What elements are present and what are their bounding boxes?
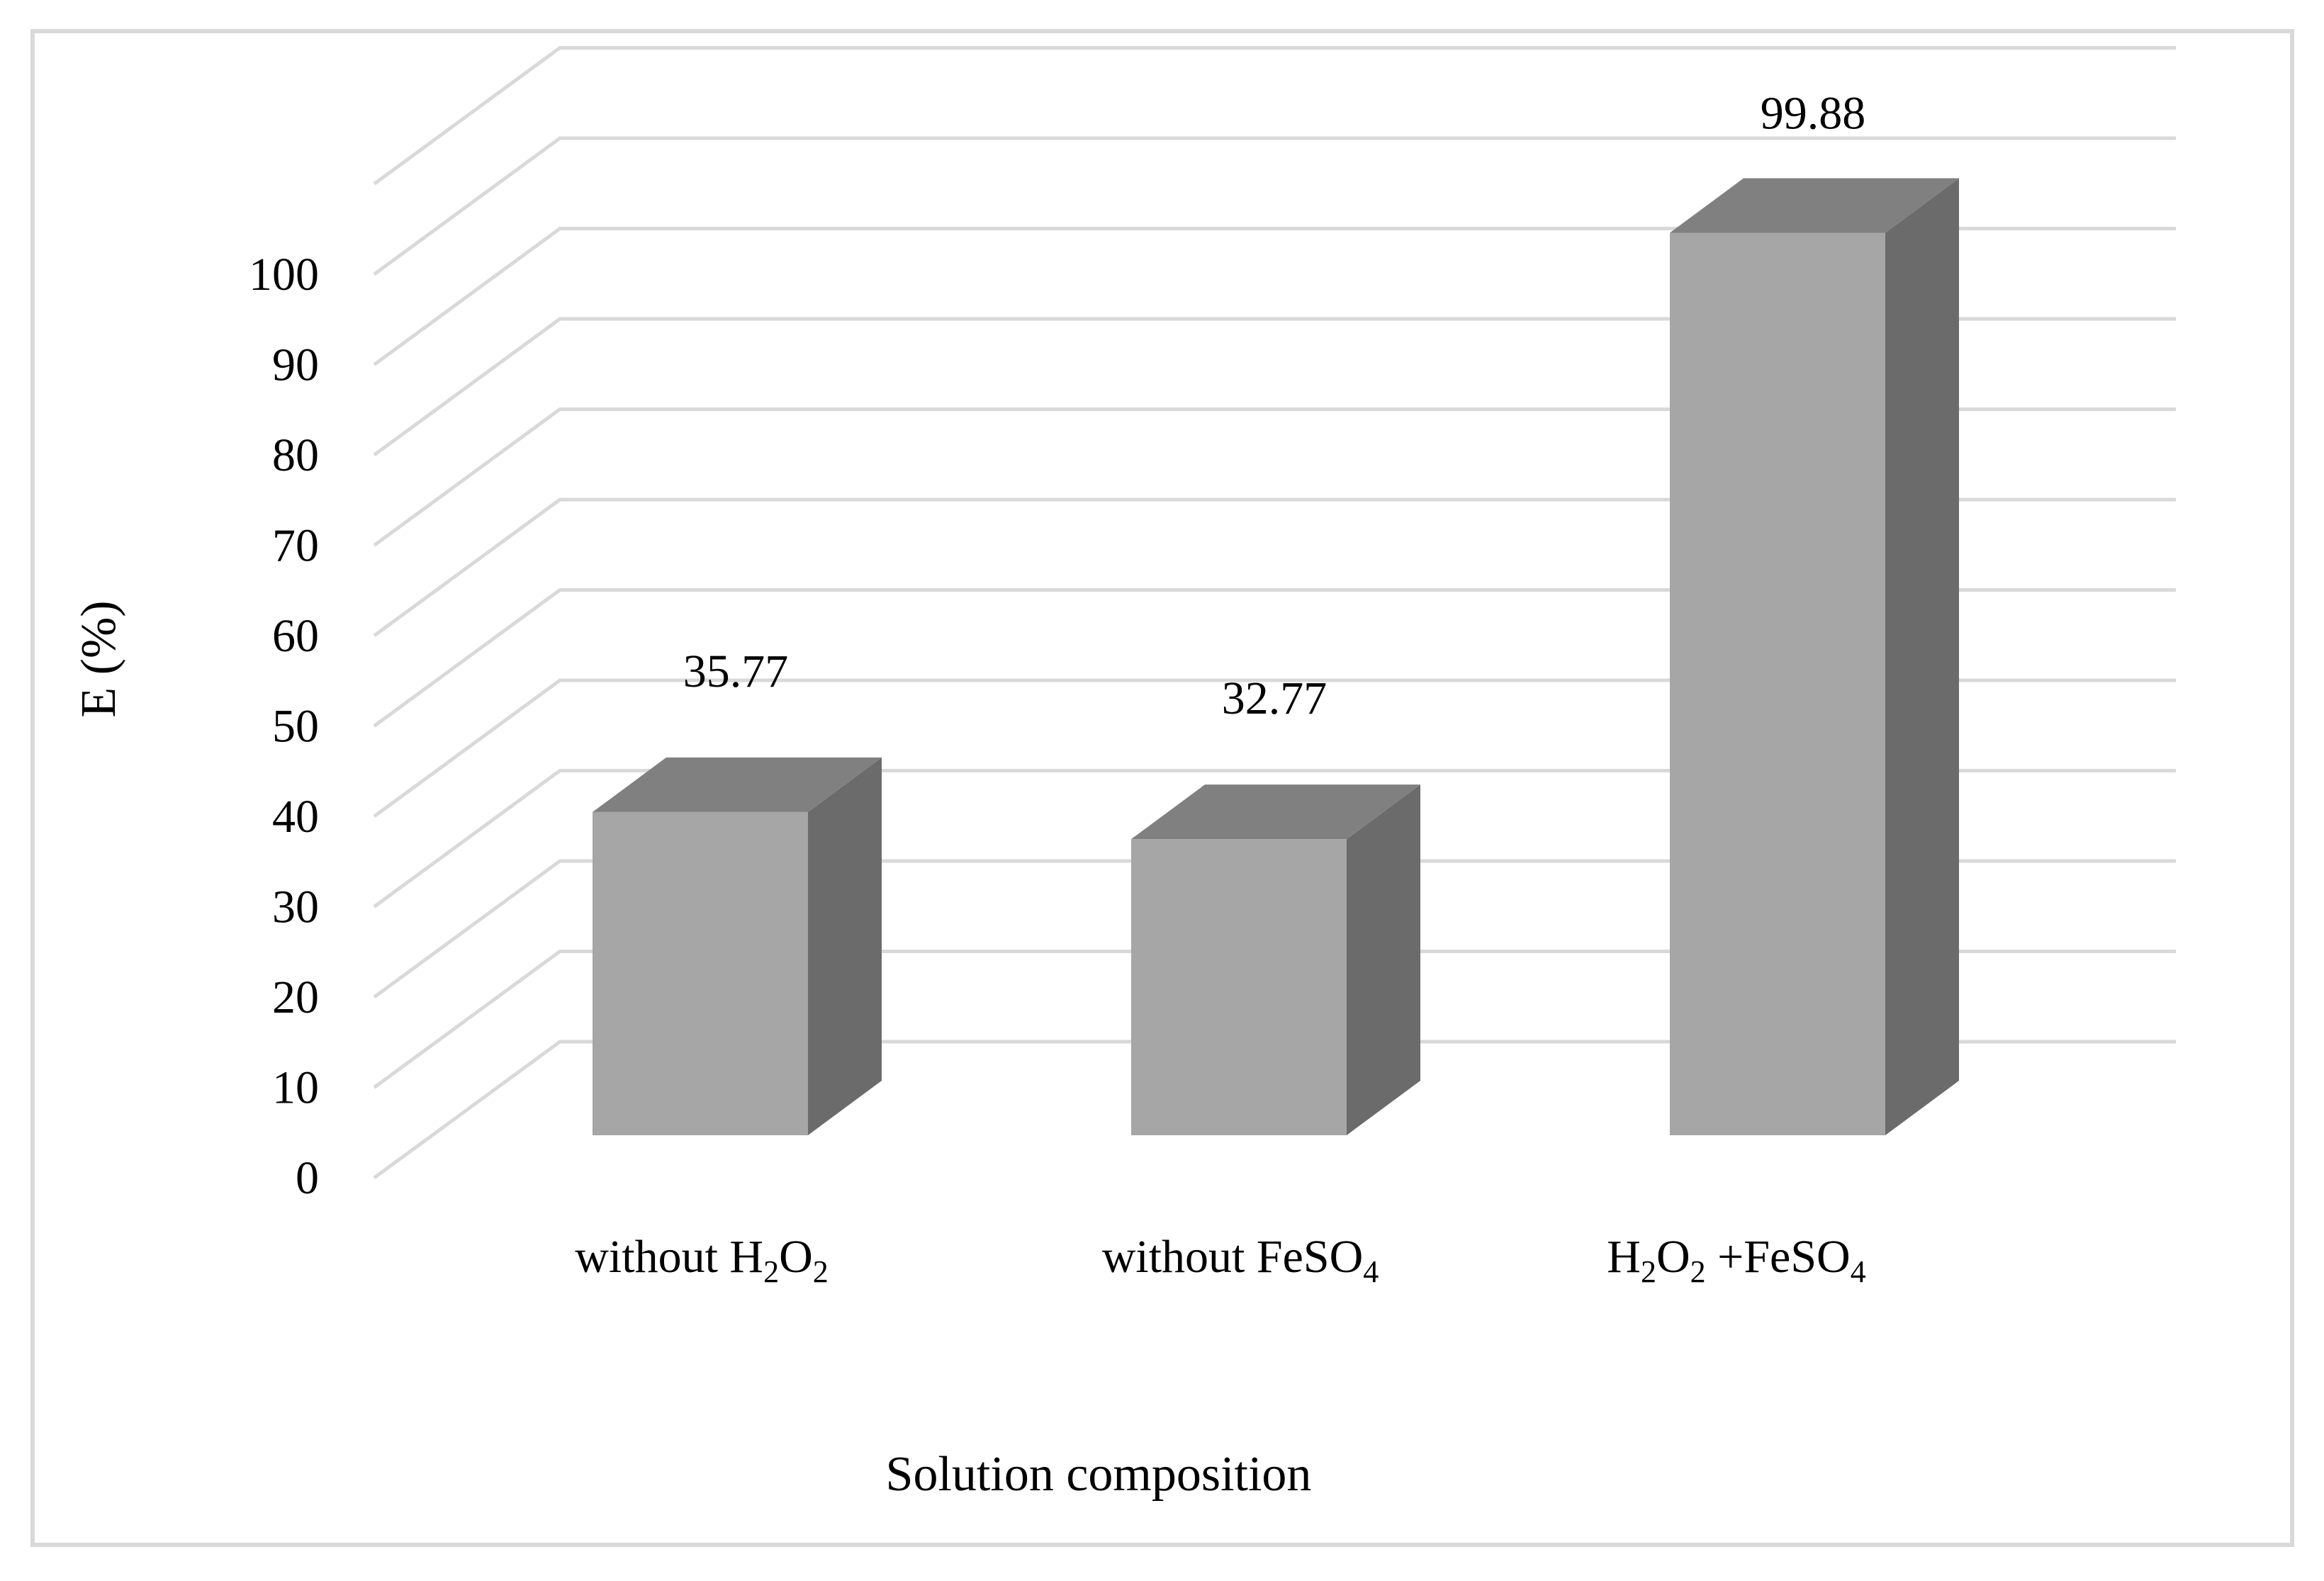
gridline — [373, 769, 2176, 908]
data-label: 32.77 — [1222, 673, 1327, 724]
y-axis-ticks: 0 10 20 30 40 50 60 70 80 90 100 — [249, 249, 319, 1204]
bar — [1670, 178, 1959, 1135]
data-label: 35.77 — [683, 646, 789, 697]
x-axis-title: Solution composition — [886, 1447, 1312, 1502]
y-tick-label: 30 — [272, 882, 319, 933]
x-category-label: without H2O2 — [575, 1231, 829, 1289]
bars — [593, 178, 1959, 1135]
y-tick-label: 90 — [272, 339, 319, 391]
y-tick-label: 0 — [296, 1152, 319, 1204]
x-axis-categories: without H2O2 without FeSO4 H2O2 +FeSO4 — [575, 1231, 1865, 1289]
gridline — [373, 136, 2176, 276]
y-tick-label: 70 — [272, 520, 319, 572]
gridline — [373, 950, 2176, 1089]
data-label: 99.88 — [1761, 88, 1866, 140]
bar-front — [593, 811, 808, 1135]
y-tick-label: 100 — [249, 249, 319, 300]
gridlines — [373, 46, 2176, 1180]
y-tick-label: 60 — [272, 610, 319, 662]
bar-side — [1885, 178, 1959, 1135]
data-labels: 35.77 32.77 99.88 — [683, 88, 1866, 725]
y-tick-label: 20 — [272, 972, 319, 1023]
gridline — [373, 859, 2176, 999]
bar-top — [593, 757, 882, 812]
bar-side — [808, 757, 882, 1135]
bar-side — [1347, 784, 1420, 1135]
bar — [593, 757, 882, 1135]
gridline — [373, 1040, 2176, 1180]
gridline — [373, 407, 2176, 547]
x-category-label: without FeSO4 — [1102, 1231, 1379, 1289]
y-tick-label: 80 — [272, 429, 319, 481]
bar-front — [1670, 232, 1885, 1135]
gridline — [373, 497, 2176, 638]
x-category-label: H2O2 +FeSO4 — [1607, 1231, 1865, 1289]
bar-top — [1670, 178, 1959, 233]
bar — [1131, 784, 1420, 1135]
y-tick-label: 10 — [272, 1062, 319, 1114]
y-axis-title: E (%) — [72, 600, 126, 717]
gridline — [373, 678, 2176, 818]
bar-top — [1131, 784, 1420, 840]
gridline — [373, 227, 2176, 366]
bar-front — [1131, 839, 1347, 1135]
y-tick-label: 50 — [272, 701, 319, 753]
gridline — [373, 317, 2176, 457]
gridline — [373, 588, 2176, 728]
gridline — [373, 46, 2176, 186]
y-tick-label: 40 — [272, 791, 319, 843]
